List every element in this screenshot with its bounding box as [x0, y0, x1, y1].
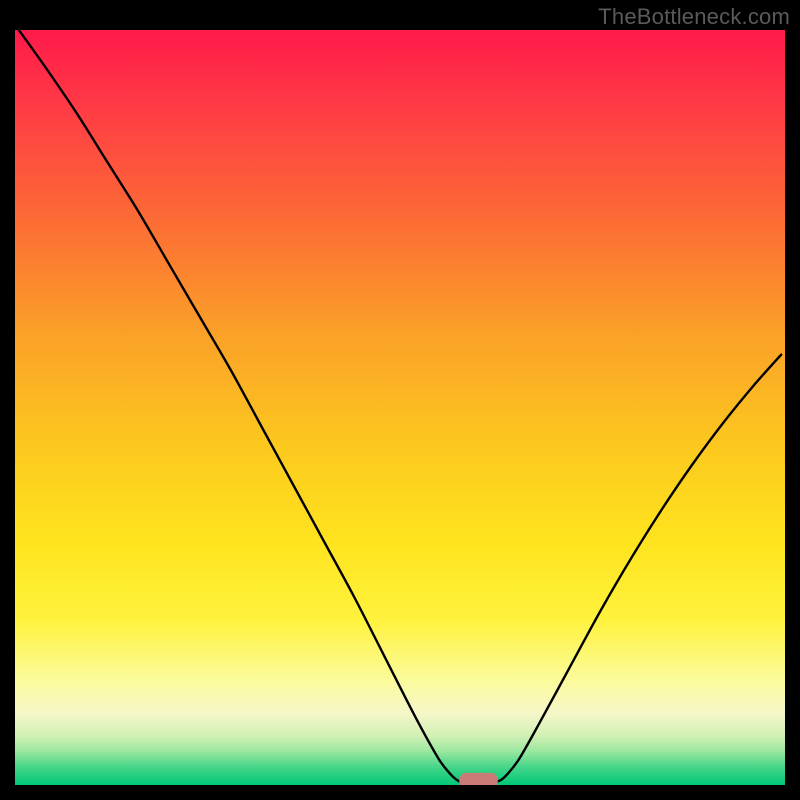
- bottleneck-chart: [15, 30, 785, 785]
- optimal-marker: [459, 773, 498, 785]
- chart-svg: [15, 30, 785, 785]
- watermark-text: TheBottleneck.com: [598, 4, 790, 30]
- chart-background: [15, 30, 785, 785]
